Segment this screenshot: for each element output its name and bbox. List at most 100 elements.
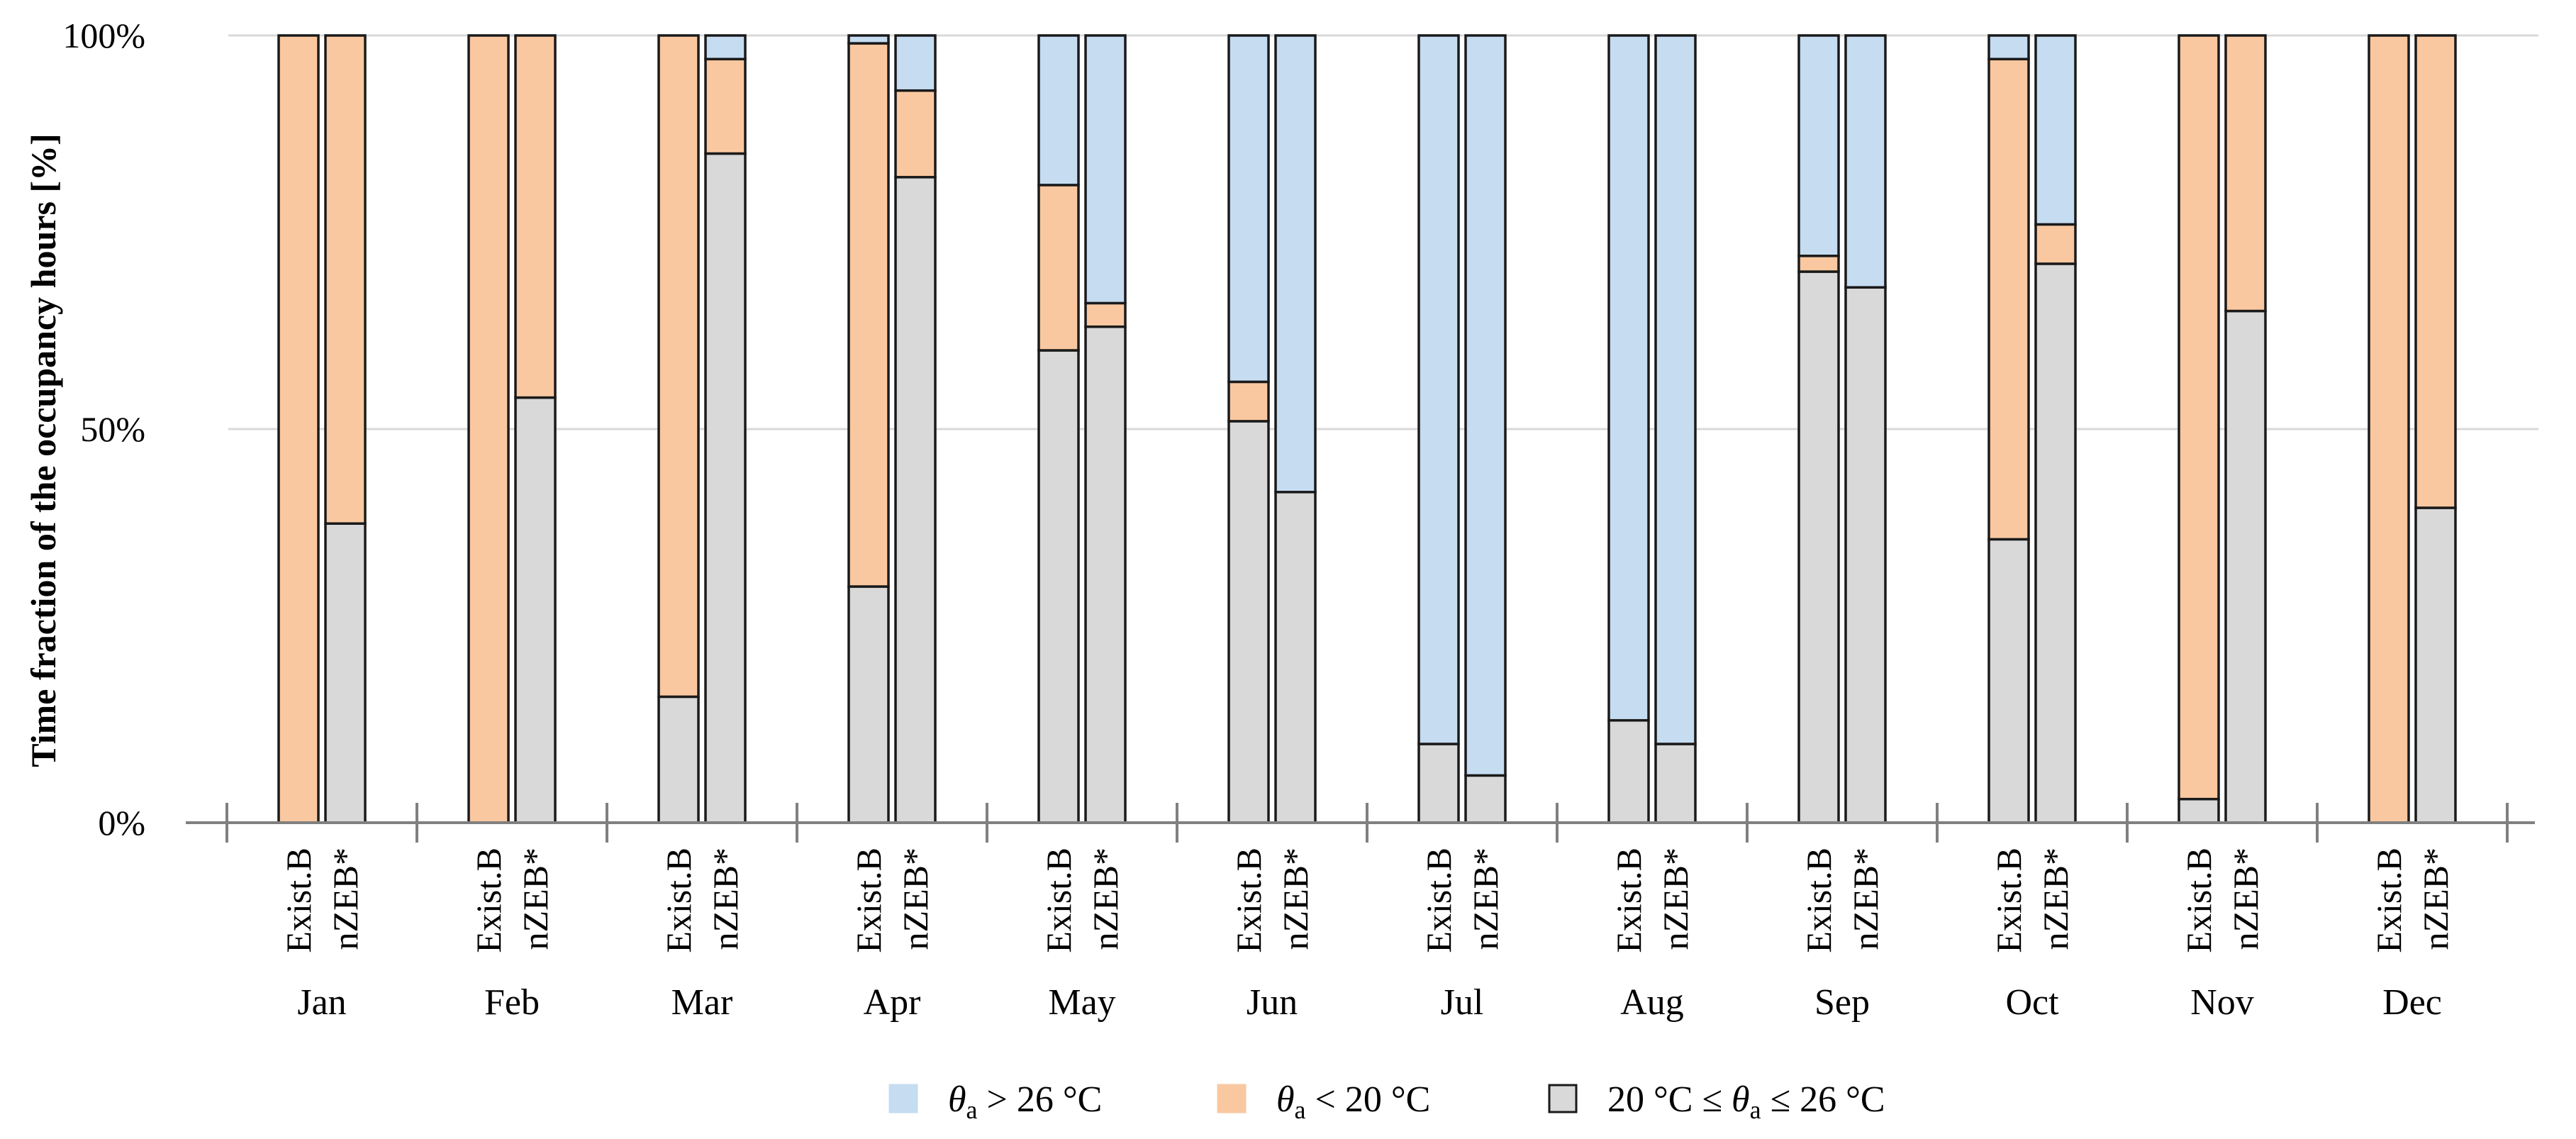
legend: θa > 26 °C θa < 20 °C 20 °C ≤ θa ≤ 26 °C	[888, 1079, 1885, 1124]
bar-segment-sep-nzeb	[1844, 34, 1887, 289]
bar-segment-jun-existb	[1227, 34, 1270, 384]
scenario-label: nZEB*	[706, 848, 745, 950]
scenario-label: Exist.B	[2179, 848, 2219, 953]
bars	[277, 34, 2457, 824]
bar-segment-nov-nzeb	[2224, 309, 2267, 824]
scenario-label: Exist.B	[849, 848, 888, 953]
bar-segment-oct-existb	[1987, 57, 2030, 541]
bar-segment-oct-nzeb	[2034, 223, 2077, 265]
legend-swatch	[1548, 1084, 1578, 1113]
bar-segment-aug-nzeb	[1654, 743, 1697, 824]
bar-segment-oct-nzeb	[2034, 34, 2077, 226]
scenario-label: nZEB*	[1846, 848, 1885, 950]
bar-segment-aug-nzeb	[1654, 34, 1697, 745]
bar-segment-jan-nzeb	[324, 522, 367, 824]
bar-segment-may-existb	[1037, 349, 1080, 824]
bar-segment-dec-existb	[2368, 34, 2410, 824]
month-label: Jul	[1441, 982, 1484, 1023]
bar-segment-may-existb	[1037, 34, 1080, 187]
bar-segment-apr-nzeb	[894, 89, 937, 179]
bar-segment-mar-nzeb	[704, 57, 747, 155]
month-label: Jan	[297, 982, 346, 1023]
scenario-label: nZEB*	[1656, 848, 1695, 950]
legend-label: θa < 20 °C	[1276, 1079, 1430, 1124]
bar-segment-feb-existb	[467, 34, 510, 824]
scenario-label: nZEB*	[515, 848, 555, 950]
bar-segment-jun-nzeb	[1274, 34, 1317, 494]
bar-segment-jul-nzeb	[1464, 34, 1507, 777]
month-label: May	[1048, 982, 1115, 1023]
bar-segment-apr-existb	[847, 42, 890, 588]
legend-label: θa > 26 °C	[948, 1079, 1102, 1124]
month-label: Oct	[2005, 982, 2059, 1023]
bar-segment-mar-nzeb	[704, 34, 747, 61]
labels: 0% 50% 100% Time fraction of the occupancy …	[23, 16, 2455, 1023]
bar-segment-jan-existb	[277, 34, 320, 824]
bar-segment-aug-existb	[1607, 718, 1650, 824]
gridlines	[228, 34, 2538, 430]
scenario-label: Exist.B	[2369, 848, 2409, 953]
bar-segment-apr-nzeb	[894, 34, 937, 92]
bar-segment-jan-nzeb	[324, 34, 367, 525]
scenario-label: nZEB*	[1276, 848, 1315, 950]
bar-segment-jun-nzeb	[1274, 491, 1317, 824]
scenario-label: Exist.B	[1229, 848, 1269, 953]
legend-label: 20 °C ≤ θa ≤ 26 °C	[1607, 1079, 1885, 1124]
month-label: Aug	[1620, 982, 1684, 1023]
bar-segment-sep-existb	[1797, 34, 1840, 257]
bar-segment-jun-existb	[1227, 420, 1270, 824]
bar-segment-apr-nzeb	[894, 176, 937, 824]
bar-segment-feb-nzeb	[514, 34, 557, 399]
axes	[186, 803, 2535, 843]
bar-segment-jul-existb	[1417, 34, 1460, 745]
bar-segment-sep-existb	[1797, 270, 1840, 824]
bar-segment-jul-existb	[1417, 743, 1460, 824]
scenario-label: Exist.B	[1419, 848, 1459, 953]
bar-segment-nov-existb	[2178, 797, 2220, 824]
bar-segment-may-nzeb	[1084, 325, 1127, 824]
bar-segment-may-nzeb	[1084, 34, 1127, 305]
scenario-label: Exist.B	[1799, 848, 1839, 953]
bar-segment-jun-existb	[1227, 380, 1270, 423]
bar-segment-dec-nzeb	[2414, 34, 2457, 509]
bar-segment-aug-existb	[1607, 34, 1650, 722]
month-label: Feb	[484, 982, 540, 1023]
y-tick-label: 0%	[98, 803, 145, 843]
bar-segment-nov-nzeb	[2224, 34, 2267, 313]
bar-segment-jul-nzeb	[1464, 774, 1507, 824]
bar-segment-oct-existb	[1987, 538, 2030, 824]
scenario-label: nZEB*	[2416, 848, 2455, 950]
bar-segment-mar-existb	[657, 34, 700, 699]
y-tick-label: 100%	[62, 16, 145, 55]
y-tick-label: 50%	[80, 409, 145, 449]
bar-segment-feb-nzeb	[514, 396, 557, 824]
scenario-label: nZEB*	[325, 848, 365, 950]
bar-segment-oct-nzeb	[2034, 262, 2077, 824]
bar-segment-may-nzeb	[1084, 301, 1127, 328]
month-label: Dec	[2382, 982, 2442, 1023]
scenario-label: Exist.B	[1609, 848, 1649, 953]
scenario-label: nZEB*	[2226, 848, 2265, 950]
bar-segment-mar-nzeb	[704, 152, 747, 824]
month-label: Mar	[671, 982, 733, 1023]
bar-segment-may-existb	[1037, 184, 1080, 352]
bar-segment-dec-nzeb	[2414, 506, 2457, 824]
bar-segment-nov-existb	[2178, 34, 2220, 801]
scenario-label: Exist.B	[1989, 848, 2029, 953]
bar-segment-apr-existb	[847, 585, 890, 824]
scenario-label: Exist.B	[469, 848, 508, 953]
month-label: Nov	[2190, 982, 2254, 1023]
scenario-label: nZEB*	[2036, 848, 2075, 950]
bar-segment-apr-existb	[847, 34, 890, 45]
scenario-label: nZEB*	[896, 848, 935, 950]
month-label: Sep	[1814, 982, 1870, 1023]
month-label: Jun	[1247, 982, 1298, 1023]
scenario-label: Exist.B	[659, 848, 698, 953]
legend-swatch	[888, 1084, 918, 1113]
bar-segment-mar-existb	[657, 695, 700, 824]
bar-segment-sep-nzeb	[1844, 286, 1887, 824]
bar-segment-sep-existb	[1797, 255, 1840, 273]
legend-swatch	[1217, 1084, 1247, 1113]
month-label: Apr	[864, 982, 921, 1023]
